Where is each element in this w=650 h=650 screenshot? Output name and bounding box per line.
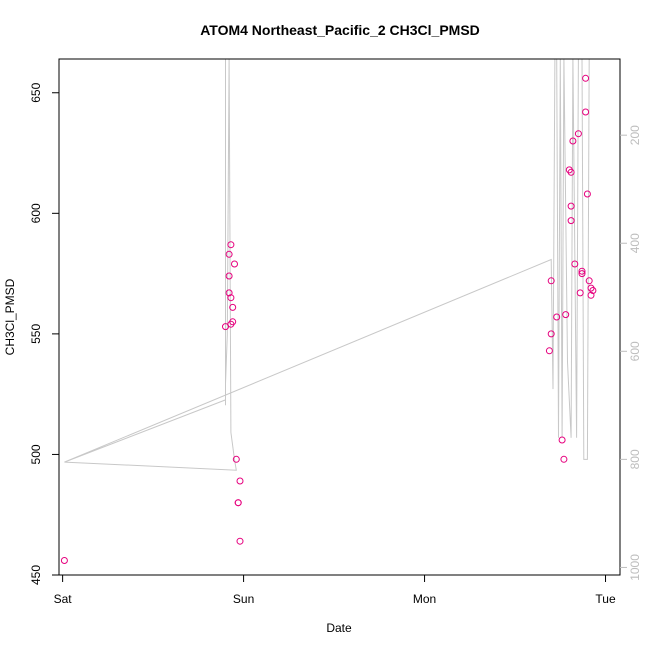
data-point: [547, 330, 555, 338]
data-point: [229, 303, 237, 311]
x-axis-label: Date: [326, 621, 352, 635]
data-point: [567, 168, 575, 176]
data-point: [545, 347, 553, 355]
data-point: [574, 130, 582, 138]
data-point: [589, 287, 597, 294]
data-point: [560, 455, 568, 463]
data-point: [578, 270, 586, 278]
y-axis-right: 200 400 600 800 1000: [620, 125, 642, 581]
data-point: [587, 291, 595, 299]
y2-tick-label: 200: [628, 125, 642, 145]
y-tick-label: 550: [29, 324, 43, 344]
data-point: [578, 267, 586, 275]
y-tick-label: 650: [29, 82, 43, 102]
data-point: [576, 289, 584, 297]
y2-tick-label: 1000: [628, 554, 642, 581]
data-point: [558, 436, 566, 444]
data-point: [582, 74, 590, 82]
data-point: [236, 537, 244, 545]
data-point: [227, 294, 235, 302]
chart-title: ATOM4 Northeast_Pacific_2 CH3Cl_PMSD: [200, 22, 480, 38]
line-series: [64, 59, 590, 471]
data-point: [571, 260, 579, 268]
data-point: [225, 289, 233, 297]
data-point: [231, 260, 238, 268]
data-point: [547, 277, 555, 285]
data-point: [553, 313, 561, 321]
x-tick-label: Tue: [595, 592, 616, 606]
y-axis-left: 450 500 550 600 650: [29, 82, 60, 585]
plot-frame: [58, 58, 621, 576]
data-point: [562, 311, 570, 319]
x-tick-label: Mon: [413, 592, 436, 606]
data-point: [225, 250, 233, 258]
data-point: [234, 499, 242, 507]
data-point: [227, 241, 235, 249]
data-point: [583, 190, 591, 198]
y2-tick-label: 800: [628, 449, 642, 469]
data-point: [60, 557, 68, 564]
y2-tick-label: 600: [628, 341, 642, 361]
data-point: [585, 277, 593, 285]
x-tick-label: Sun: [233, 592, 254, 606]
data-point: [232, 455, 240, 463]
scatter-series: [60, 74, 597, 564]
data-point: [567, 202, 575, 210]
y-axis-label: CH3Cl_PMSD: [3, 278, 17, 355]
y-tick-label: 500: [29, 444, 43, 464]
data-point: [225, 272, 233, 280]
series-line-path: [64, 59, 590, 471]
data-point: [227, 320, 235, 328]
data-point: [569, 137, 577, 145]
y-tick-label: 450: [29, 565, 43, 585]
data-point: [582, 108, 590, 116]
y-tick-label: 600: [29, 203, 43, 223]
data-point: [567, 217, 575, 225]
data-point: [236, 477, 244, 485]
y2-tick-label: 400: [628, 233, 642, 253]
x-tick-label: Sat: [54, 592, 73, 606]
x-axis: Sat Sun Mon Tue: [54, 574, 616, 606]
